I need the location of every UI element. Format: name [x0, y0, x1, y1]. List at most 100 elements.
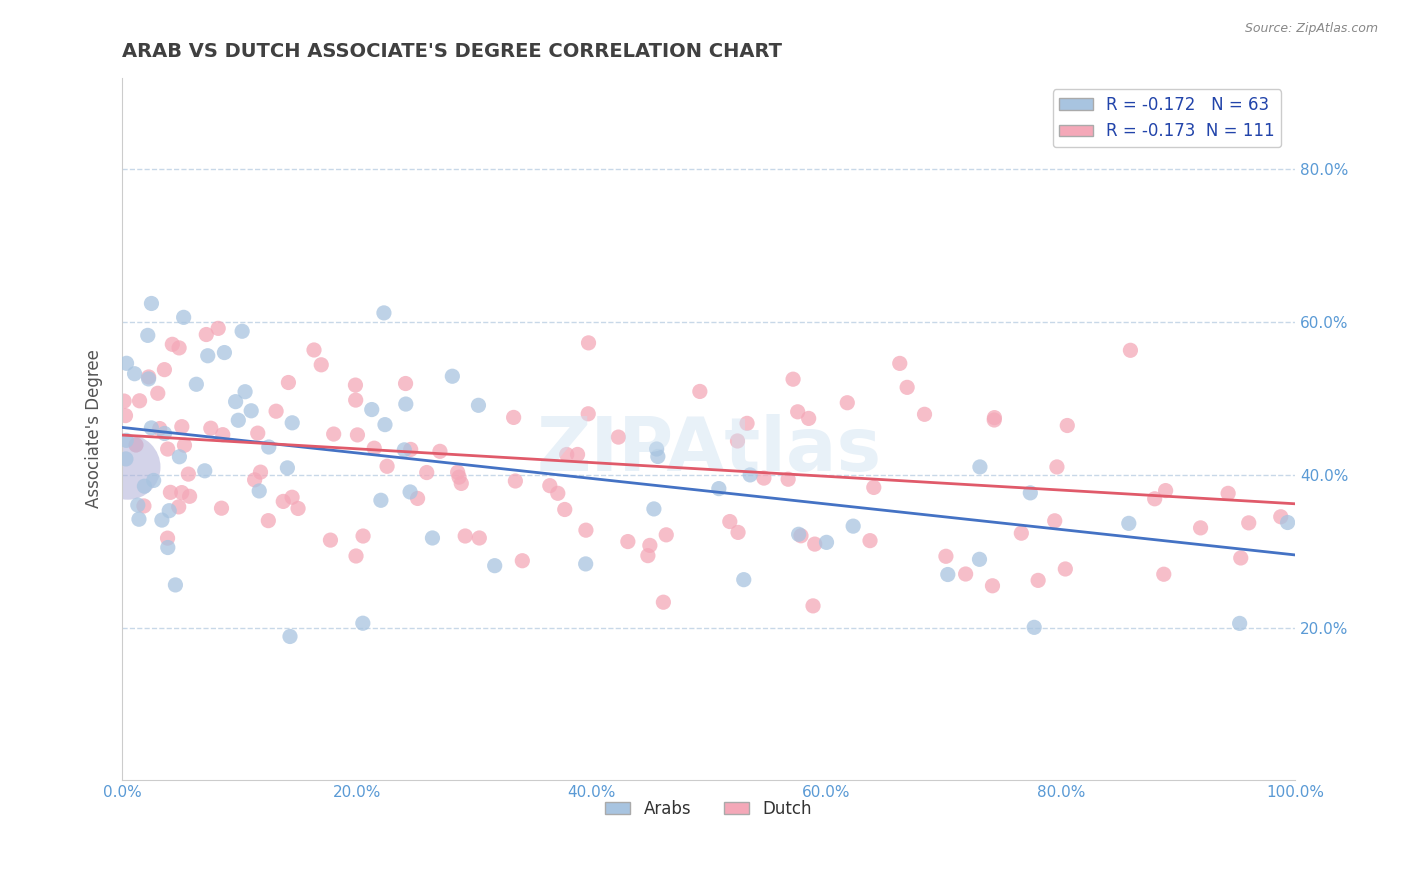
Point: [782, 372, 804, 386]
Point: [429, 444, 451, 458]
Point: [441, 369, 464, 384]
Point: [211, 501, 233, 516]
Point: [249, 465, 271, 479]
Point: [1277, 516, 1299, 530]
Point: [159, 485, 181, 500]
Point: [138, 372, 160, 386]
Point: [146, 386, 169, 401]
Point: [1189, 521, 1212, 535]
Point: [502, 410, 524, 425]
Point: [173, 310, 195, 325]
Point: [169, 450, 191, 464]
Point: [1118, 516, 1140, 531]
Point: [264, 404, 287, 418]
Point: [170, 485, 193, 500]
Point: [179, 489, 201, 503]
Point: [422, 531, 444, 545]
Point: [510, 554, 533, 568]
Point: [447, 465, 470, 479]
Point: [797, 411, 820, 425]
Point: [277, 376, 299, 390]
Point: [165, 578, 187, 592]
Point: [718, 515, 741, 529]
Point: [862, 480, 884, 494]
Point: [363, 441, 385, 455]
Point: [214, 345, 236, 359]
Point: [1270, 509, 1292, 524]
Point: [575, 557, 598, 571]
Point: [395, 397, 418, 411]
Point: [276, 461, 298, 475]
Point: [141, 421, 163, 435]
Point: [733, 573, 755, 587]
Point: [727, 434, 749, 448]
Point: [271, 494, 294, 508]
Point: [1229, 551, 1251, 566]
Point: [114, 409, 136, 423]
Point: [195, 327, 218, 342]
Point: [454, 529, 477, 543]
Point: [231, 324, 253, 338]
Point: [257, 514, 280, 528]
Point: [399, 442, 422, 457]
Point: [1216, 486, 1239, 500]
Point: [637, 549, 659, 563]
Legend: Arabs, Dutch: Arabs, Dutch: [599, 793, 818, 825]
Point: [322, 427, 344, 442]
Point: [643, 502, 665, 516]
Point: [399, 485, 422, 500]
Point: [302, 343, 325, 357]
Point: [578, 335, 600, 350]
Point: [375, 459, 398, 474]
Point: [115, 356, 138, 370]
Point: [837, 395, 859, 409]
Point: [450, 476, 472, 491]
Point: [226, 413, 249, 427]
Point: [346, 428, 368, 442]
Point: [281, 490, 304, 504]
Point: [177, 467, 200, 482]
Point: [576, 407, 599, 421]
Point: [1043, 514, 1066, 528]
Point: [207, 321, 229, 335]
Point: [655, 528, 678, 542]
Point: [914, 407, 936, 421]
Point: [617, 534, 640, 549]
Point: [1229, 616, 1251, 631]
Point: [727, 525, 749, 540]
Point: [896, 380, 918, 394]
Point: [689, 384, 711, 399]
Point: [117, 460, 139, 475]
Point: [309, 358, 332, 372]
Point: [449, 470, 471, 484]
Point: [344, 378, 367, 392]
Point: [373, 306, 395, 320]
Point: [257, 440, 280, 454]
Point: [153, 362, 176, 376]
Point: [1119, 343, 1142, 358]
Point: [935, 549, 957, 564]
Point: [194, 464, 217, 478]
Point: [243, 473, 266, 487]
Point: [547, 486, 569, 500]
Point: [787, 527, 810, 541]
Point: [200, 421, 222, 435]
Point: [141, 296, 163, 310]
Point: [1153, 567, 1175, 582]
Point: [467, 398, 489, 412]
Point: [150, 513, 173, 527]
Point: [555, 448, 578, 462]
Text: ARAB VS DUTCH ASSOCIATE'S DEGREE CORRELATION CHART: ARAB VS DUTCH ASSOCIATE'S DEGREE CORRELA…: [122, 42, 782, 61]
Point: [128, 393, 150, 408]
Point: [132, 499, 155, 513]
Point: [607, 430, 630, 444]
Point: [138, 370, 160, 384]
Point: [1154, 483, 1177, 498]
Point: [955, 567, 977, 582]
Point: [115, 434, 138, 448]
Point: [344, 393, 367, 408]
Point: [225, 394, 247, 409]
Point: [344, 549, 367, 563]
Point: [1056, 418, 1078, 433]
Point: [115, 451, 138, 466]
